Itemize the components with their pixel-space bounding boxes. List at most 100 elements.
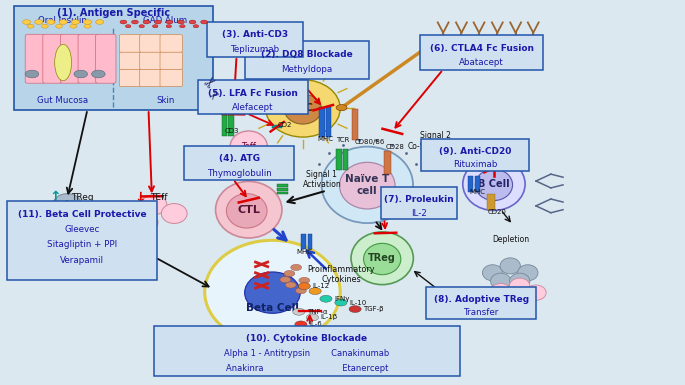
FancyBboxPatch shape	[96, 34, 116, 83]
Ellipse shape	[284, 94, 321, 124]
Text: (3). Anti-CD3: (3). Anti-CD3	[222, 30, 288, 39]
Text: (6). CTLA4 Fc Fusion: (6). CTLA4 Fc Fusion	[429, 44, 534, 53]
Circle shape	[166, 25, 171, 28]
Ellipse shape	[141, 195, 166, 215]
Circle shape	[189, 20, 196, 24]
FancyBboxPatch shape	[160, 69, 182, 87]
Ellipse shape	[63, 211, 92, 233]
FancyBboxPatch shape	[14, 6, 213, 110]
Ellipse shape	[510, 273, 530, 289]
Ellipse shape	[55, 44, 72, 81]
Ellipse shape	[33, 203, 61, 224]
Circle shape	[306, 326, 319, 333]
Bar	[308, 234, 312, 249]
Text: (9). Anti-CD20: (9). Anti-CD20	[439, 147, 512, 156]
Circle shape	[335, 299, 347, 306]
Bar	[277, 192, 288, 194]
FancyBboxPatch shape	[140, 52, 162, 69]
Circle shape	[336, 105, 347, 111]
FancyBboxPatch shape	[140, 69, 162, 87]
FancyBboxPatch shape	[25, 34, 45, 83]
Text: TGF-β: TGF-β	[363, 306, 384, 312]
Circle shape	[295, 321, 307, 328]
Bar	[326, 107, 332, 137]
FancyBboxPatch shape	[160, 52, 182, 69]
Circle shape	[120, 20, 127, 24]
Text: ↑: ↑	[49, 191, 61, 204]
Text: TCR: TCR	[336, 137, 349, 143]
Circle shape	[155, 20, 162, 24]
Text: (2). DQ8 Blockade: (2). DQ8 Blockade	[261, 50, 353, 59]
Circle shape	[47, 20, 55, 24]
Circle shape	[320, 295, 332, 302]
Ellipse shape	[351, 232, 413, 285]
Text: ✂: ✂	[201, 73, 221, 92]
Circle shape	[59, 20, 67, 24]
Circle shape	[306, 314, 319, 321]
Bar	[343, 149, 348, 170]
Ellipse shape	[162, 204, 187, 223]
Circle shape	[193, 25, 199, 28]
Text: IL-10: IL-10	[349, 300, 366, 306]
FancyBboxPatch shape	[421, 139, 530, 171]
Text: Rituximab: Rituximab	[453, 161, 497, 169]
Circle shape	[349, 306, 361, 313]
Bar	[301, 234, 306, 249]
Circle shape	[309, 288, 321, 295]
FancyBboxPatch shape	[78, 34, 99, 83]
FancyBboxPatch shape	[119, 69, 142, 87]
Ellipse shape	[53, 194, 82, 216]
Circle shape	[42, 24, 48, 28]
Text: APC: APC	[292, 104, 314, 114]
Text: IL-1β: IL-1β	[321, 315, 338, 320]
Circle shape	[299, 277, 310, 283]
Text: Teplizumab: Teplizumab	[230, 45, 279, 54]
FancyBboxPatch shape	[154, 325, 460, 376]
Circle shape	[143, 20, 150, 24]
Circle shape	[96, 20, 104, 24]
FancyBboxPatch shape	[119, 52, 142, 69]
Text: MHC: MHC	[297, 249, 312, 255]
Ellipse shape	[482, 265, 503, 281]
Ellipse shape	[73, 203, 102, 224]
Text: (10). Cytokine Blockade: (10). Cytokine Blockade	[247, 335, 368, 343]
Bar	[277, 184, 288, 187]
Ellipse shape	[490, 283, 511, 299]
Text: (4). ATG: (4). ATG	[219, 154, 260, 163]
Text: Naïve T
cell: Naïve T cell	[345, 174, 389, 196]
Text: (7). Proleukin: (7). Proleukin	[384, 195, 453, 204]
FancyBboxPatch shape	[198, 80, 308, 114]
Text: Thymoglobulin: Thymoglobulin	[207, 169, 272, 177]
Text: TEff: TEff	[150, 193, 167, 202]
Ellipse shape	[230, 131, 267, 162]
Circle shape	[179, 25, 185, 28]
Text: Alpha 1 - Antitrypsin        Canakinumab: Alpha 1 - Antitrypsin Canakinumab	[225, 349, 390, 358]
Circle shape	[132, 20, 138, 24]
Circle shape	[25, 70, 39, 78]
Bar	[277, 188, 288, 191]
Bar	[487, 194, 495, 210]
Text: CD28: CD28	[386, 144, 404, 151]
Text: CD80/86: CD80/86	[354, 139, 385, 145]
Circle shape	[166, 20, 173, 24]
Text: IFNγ: IFNγ	[334, 296, 349, 302]
Circle shape	[295, 288, 306, 294]
Circle shape	[27, 24, 34, 28]
Text: Transfer: Transfer	[463, 308, 499, 317]
Text: CD20: CD20	[487, 209, 506, 214]
Text: IL-2: IL-2	[411, 209, 427, 218]
Circle shape	[284, 271, 295, 276]
Ellipse shape	[475, 169, 512, 201]
Text: Proinflammatory
Cytokines: Proinflammatory Cytokines	[307, 265, 375, 285]
Ellipse shape	[226, 194, 267, 228]
Ellipse shape	[500, 258, 521, 274]
Text: IL-6: IL-6	[309, 321, 322, 327]
Text: ↓: ↓	[134, 191, 146, 204]
Ellipse shape	[518, 265, 538, 281]
Text: IL-12: IL-12	[312, 283, 329, 289]
Ellipse shape	[266, 80, 340, 137]
Text: B Cell: B Cell	[478, 179, 510, 189]
Text: Beta Cell: Beta Cell	[246, 303, 299, 313]
Text: Verapamil: Verapamil	[60, 256, 104, 264]
Circle shape	[286, 282, 296, 288]
